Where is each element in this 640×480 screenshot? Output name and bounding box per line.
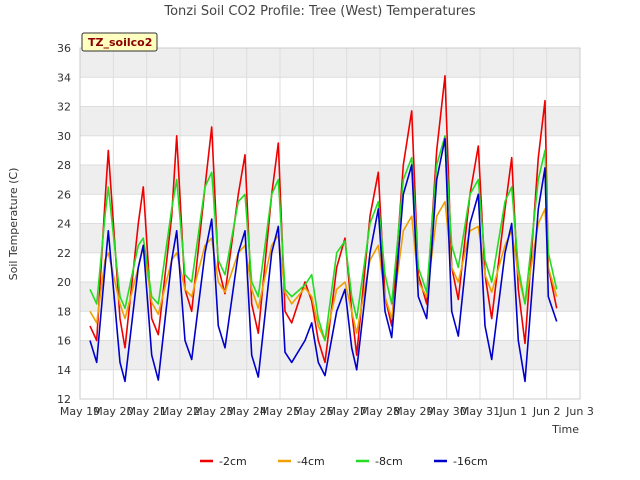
dataset-badge-label: TZ_soilco2: [88, 36, 152, 49]
legend-label: -4cm: [297, 455, 325, 468]
y-tick-label: 36: [57, 42, 71, 55]
x-tick-label: May 24: [227, 405, 267, 418]
y-axis-ticks: 12 14 16 18 20 22 24 26 28 30 32 34 36: [57, 42, 71, 406]
y-tick-label: 22: [57, 247, 71, 260]
x-tick-label: May 28: [360, 405, 400, 418]
x-tick-label: Jun 1: [498, 405, 527, 418]
y-tick-label: 34: [57, 71, 71, 84]
plot-band: [80, 106, 580, 136]
y-tick-label: 18: [57, 305, 71, 318]
x-tick-label: Jun 2: [532, 405, 561, 418]
series-line: [89, 135, 558, 342]
series-lines: [89, 75, 558, 383]
plot-band: [80, 223, 580, 253]
series-line: [89, 137, 558, 383]
y-tick-label: 20: [57, 276, 71, 289]
chart-title: Tonzi Soil CO2 Profile: Tree (West) Temp…: [163, 4, 476, 19]
y-tick-label: 12: [57, 393, 71, 406]
y-tick-label: 28: [57, 159, 71, 172]
y-tick-label: 14: [57, 364, 71, 377]
x-tick-label: May 29: [393, 405, 433, 418]
dataset-badge: TZ_soilco2: [81, 32, 158, 52]
x-tick-label: May 30: [427, 405, 467, 418]
x-tick-label: May 31: [460, 405, 500, 418]
legend-label: -8cm: [375, 455, 403, 468]
plot-band: [80, 48, 580, 78]
legend-label: -2cm: [219, 455, 247, 468]
x-tick-label: May 21: [127, 405, 167, 418]
y-tick-label: 24: [57, 218, 71, 231]
legend-label: -16cm: [453, 455, 488, 468]
x-tick-label: May 23: [193, 405, 233, 418]
x-tick-label: May 25: [260, 405, 300, 418]
y-axis-label: Soil Temperature (C): [7, 168, 20, 281]
y-tick-label: 30: [57, 130, 71, 143]
plot-band: [80, 165, 580, 195]
x-tick-label: May 22: [160, 405, 200, 418]
plot-frame: [79, 47, 581, 400]
x-tick-label: May 20: [93, 405, 133, 418]
y-tick-label: 32: [57, 101, 71, 114]
x-axis-label: Time: [551, 423, 579, 436]
x-tick-label: May 19: [60, 405, 100, 418]
x-tick-label: May 27: [327, 405, 367, 418]
legend: -2cm -4cm -8cm -16cm: [200, 455, 488, 468]
y-tick-label: 26: [57, 188, 71, 201]
y-tick-label: 16: [57, 335, 71, 348]
x-tick-label: Jun 3: [565, 405, 594, 418]
x-tick-label: May 26: [293, 405, 333, 418]
